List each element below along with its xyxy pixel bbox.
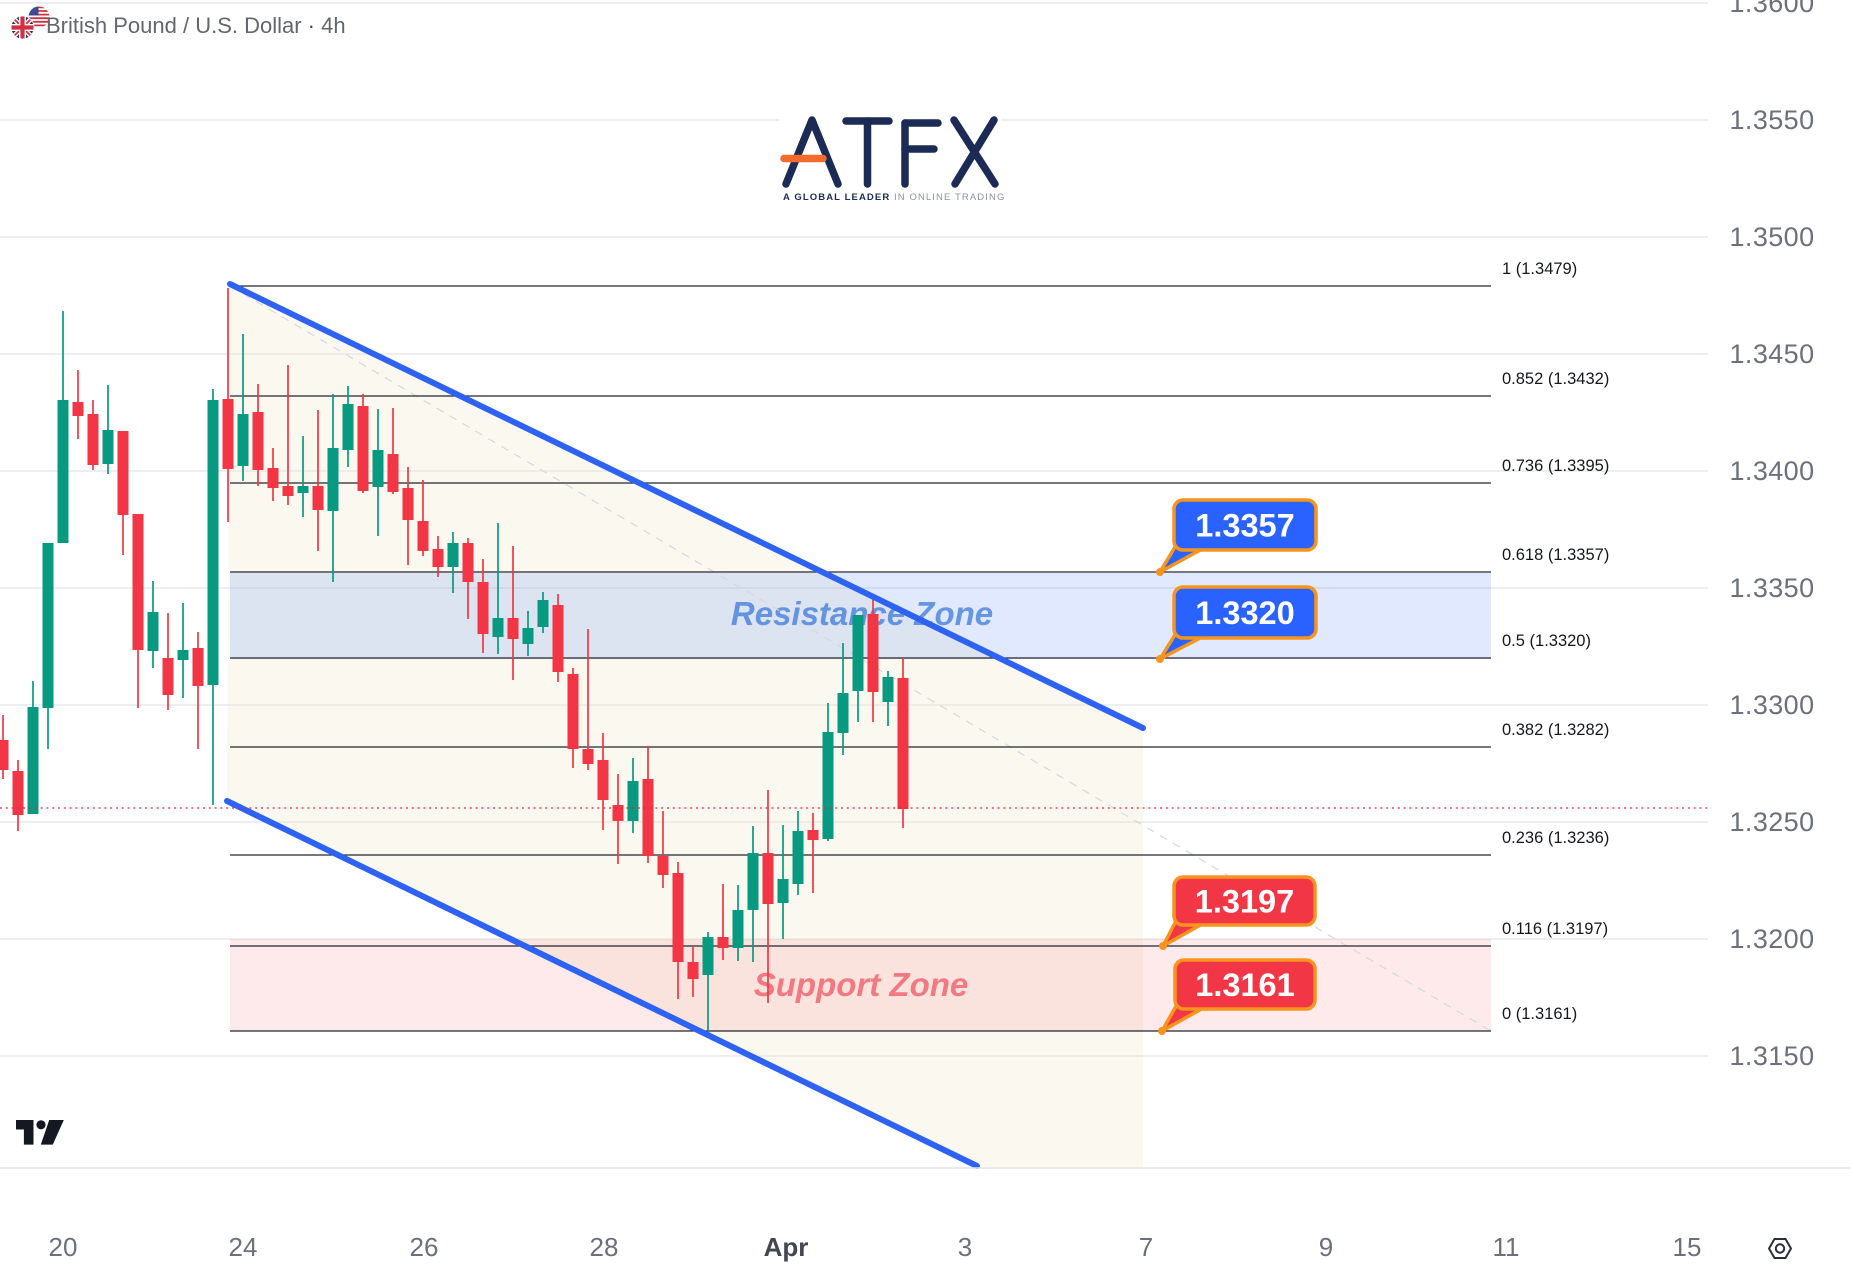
svg-text:0.736 (1.3395): 0.736 (1.3395) — [1502, 457, 1609, 475]
svg-text:24: 24 — [229, 1232, 258, 1262]
svg-text:11: 11 — [1493, 1232, 1520, 1262]
svg-text:20: 20 — [49, 1232, 78, 1262]
svg-text:7: 7 — [1139, 1232, 1153, 1262]
svg-text:0 (1.3161): 0 (1.3161) — [1502, 1005, 1577, 1023]
svg-text:1.3250: 1.3250 — [1730, 807, 1815, 837]
svg-text:26: 26 — [410, 1232, 439, 1262]
svg-text:Apr: Apr — [764, 1232, 809, 1262]
svg-text:1.3500: 1.3500 — [1730, 222, 1815, 252]
svg-text:0.618 (1.3357): 0.618 (1.3357) — [1502, 546, 1609, 564]
svg-text:28: 28 — [590, 1232, 619, 1262]
svg-text:1.3350: 1.3350 — [1730, 573, 1815, 603]
svg-text:0.5 (1.3320): 0.5 (1.3320) — [1502, 632, 1591, 650]
svg-text:1.3161: 1.3161 — [1195, 967, 1294, 1003]
svg-text:1 (1.3479): 1 (1.3479) — [1502, 260, 1577, 278]
svg-text:1.3400: 1.3400 — [1730, 456, 1815, 486]
svg-text:1.3320: 1.3320 — [1195, 595, 1294, 631]
svg-text:15: 15 — [1673, 1232, 1702, 1262]
svg-text:0.116 (1.3197): 0.116 (1.3197) — [1502, 920, 1608, 938]
svg-text:3: 3 — [958, 1232, 972, 1262]
svg-text:1.3197: 1.3197 — [1195, 884, 1294, 920]
svg-text:9: 9 — [1319, 1232, 1333, 1262]
svg-text:1.3550: 1.3550 — [1730, 105, 1815, 135]
svg-text:1.3150: 1.3150 — [1730, 1041, 1815, 1071]
svg-text:0.852 (1.3432): 0.852 (1.3432) — [1502, 370, 1609, 388]
svg-text:1.3357: 1.3357 — [1195, 508, 1294, 544]
svg-text:0.236 (1.3236): 0.236 (1.3236) — [1502, 829, 1609, 847]
svg-text:A GLOBAL LEADER IN ONLINE TRAD: A GLOBAL LEADER IN ONLINE TRADING — [783, 192, 1005, 203]
svg-text:1.3450: 1.3450 — [1730, 339, 1815, 369]
svg-text:0.382 (1.3282): 0.382 (1.3282) — [1502, 721, 1609, 739]
svg-text:1.3200: 1.3200 — [1730, 924, 1815, 954]
svg-text:1.3600: 1.3600 — [1730, 0, 1815, 18]
svg-text:Support Zone: Support Zone — [754, 966, 968, 1003]
svg-text:British Pound / U.S. Dollar ·: British Pound / U.S. Dollar · 4h — [46, 13, 346, 38]
svg-text:1.3300: 1.3300 — [1730, 690, 1815, 720]
